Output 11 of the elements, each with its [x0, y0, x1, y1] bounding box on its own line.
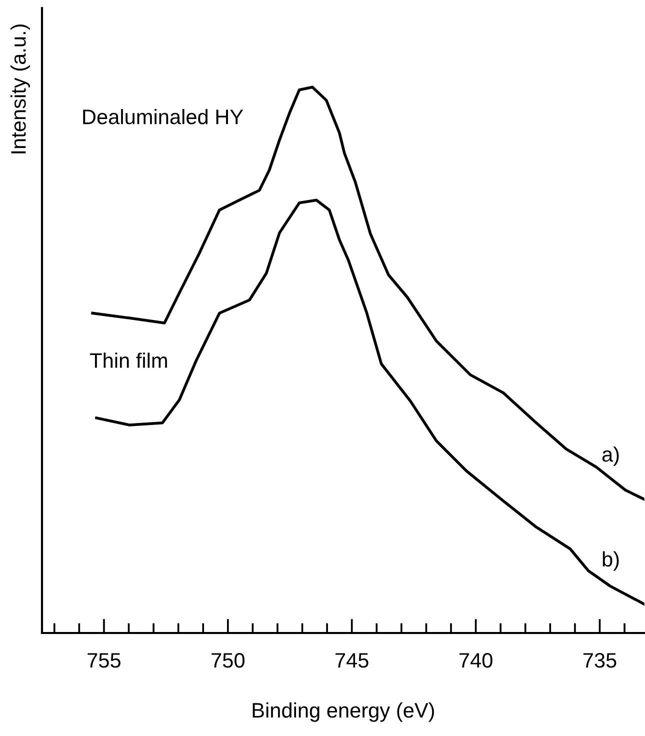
x-tick-label: 755 — [88, 653, 120, 668]
annotation: b) — [602, 551, 619, 571]
x-tick-label: 750 — [212, 652, 244, 668]
y-axis-title: Intensity (a.u.) — [10, 24, 30, 154]
x-tick-label: 745 — [336, 653, 368, 668]
x-tick-label: 740 — [459, 652, 492, 668]
series-label: Thin film — [90, 352, 167, 368]
annotation: a) — [602, 446, 619, 466]
series-label: Dealuminaled HY — [83, 108, 244, 124]
x-axis-title: Binding energy (eV) — [252, 702, 434, 722]
x-tick-label: 735 — [583, 652, 616, 668]
